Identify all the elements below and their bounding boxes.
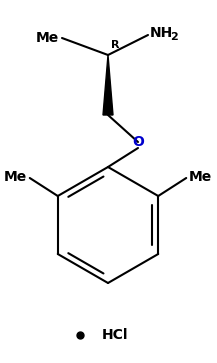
Text: Me: Me — [3, 170, 27, 184]
Text: NH: NH — [150, 26, 173, 40]
Text: Me: Me — [36, 31, 59, 45]
Polygon shape — [103, 55, 113, 115]
Text: R: R — [111, 40, 120, 50]
Text: O: O — [132, 135, 144, 149]
Text: Me: Me — [189, 170, 212, 184]
Text: 2: 2 — [170, 32, 178, 42]
Text: HCl: HCl — [102, 328, 128, 342]
